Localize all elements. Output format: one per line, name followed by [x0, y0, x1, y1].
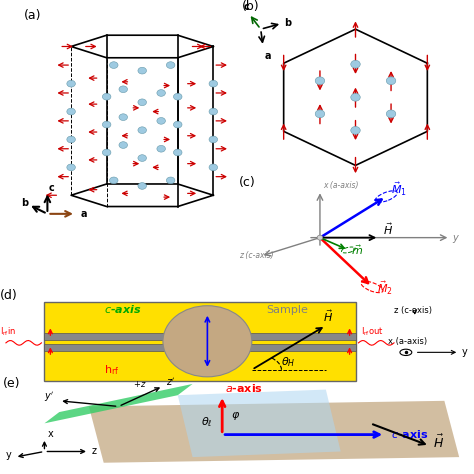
Text: x (a-axis): x (a-axis): [388, 337, 427, 346]
Text: (d): (d): [0, 289, 18, 301]
Text: $\theta_H$: $\theta_H$: [282, 355, 296, 369]
Text: z (c-axis): z (c-axis): [394, 306, 432, 315]
Polygon shape: [178, 390, 341, 457]
Text: $+z$: $+z$: [133, 379, 147, 389]
Circle shape: [119, 114, 128, 120]
Circle shape: [209, 80, 218, 87]
Circle shape: [351, 93, 360, 101]
Circle shape: [67, 80, 75, 87]
Text: I$_{\rm rf}$in: I$_{\rm rf}$in: [0, 326, 16, 338]
Bar: [45, 333, 356, 340]
Text: $c$-axis: $c$-axis: [391, 428, 428, 440]
Circle shape: [351, 127, 360, 134]
Text: x (a-axis): x (a-axis): [323, 182, 359, 191]
Text: $z'$: $z'$: [166, 376, 175, 388]
Circle shape: [173, 121, 182, 128]
Text: $\vec{H}$: $\vec{H}$: [323, 309, 333, 324]
Circle shape: [166, 62, 175, 68]
Text: y: y: [462, 347, 468, 357]
Text: h$_{\rm rf}$: h$_{\rm rf}$: [104, 363, 119, 377]
Text: c: c: [244, 2, 250, 12]
Text: (c): (c): [239, 176, 256, 189]
Circle shape: [386, 77, 396, 85]
Circle shape: [173, 149, 182, 156]
Circle shape: [119, 86, 128, 92]
Text: y: y: [6, 450, 12, 460]
Text: b: b: [21, 198, 28, 208]
Circle shape: [400, 349, 412, 356]
Bar: [45, 302, 356, 381]
Circle shape: [67, 136, 75, 143]
Polygon shape: [89, 401, 459, 463]
Circle shape: [138, 127, 146, 134]
Text: $\vec{M}_2$: $\vec{M}_2$: [377, 279, 392, 297]
Text: (b): (b): [242, 0, 259, 13]
Circle shape: [119, 142, 128, 148]
Circle shape: [209, 164, 218, 171]
Text: (e): (e): [3, 377, 20, 390]
Circle shape: [157, 90, 165, 96]
Circle shape: [138, 99, 146, 106]
Circle shape: [386, 110, 396, 118]
Polygon shape: [45, 384, 192, 423]
Text: x: x: [47, 429, 53, 439]
Circle shape: [209, 136, 218, 143]
Text: $\theta_\ell$: $\theta_\ell$: [201, 416, 213, 429]
Circle shape: [209, 108, 218, 115]
Text: c: c: [48, 183, 55, 193]
Circle shape: [138, 155, 146, 162]
Text: $\vec{m}$: $\vec{m}$: [351, 243, 363, 257]
Circle shape: [317, 235, 323, 240]
Text: $c$-axis: $c$-axis: [104, 303, 141, 315]
Text: b: b: [284, 18, 292, 28]
Circle shape: [315, 110, 325, 118]
Text: $a$-axis: $a$-axis: [225, 382, 263, 394]
Circle shape: [315, 77, 325, 85]
Bar: [45, 344, 356, 351]
Text: a: a: [264, 51, 271, 61]
Circle shape: [67, 108, 75, 115]
Text: $\vec{M}_1$: $\vec{M}_1$: [391, 181, 407, 198]
Circle shape: [102, 93, 111, 100]
Circle shape: [157, 146, 165, 152]
Circle shape: [157, 118, 165, 124]
Circle shape: [109, 177, 118, 184]
Circle shape: [173, 93, 182, 100]
Text: I$_{\rm rf}$out: I$_{\rm rf}$out: [361, 326, 384, 338]
Circle shape: [166, 177, 175, 184]
Circle shape: [102, 149, 111, 156]
Circle shape: [109, 62, 118, 68]
Text: $\varphi$: $\varphi$: [231, 410, 240, 422]
Circle shape: [138, 182, 146, 189]
Text: (a): (a): [24, 9, 41, 22]
Ellipse shape: [163, 306, 252, 377]
Text: $\vec{H}$: $\vec{H}$: [432, 434, 444, 451]
Circle shape: [138, 67, 146, 74]
Circle shape: [351, 60, 360, 68]
Text: Sample: Sample: [266, 305, 309, 315]
Text: a: a: [81, 209, 87, 219]
Text: z (c-axis): z (c-axis): [239, 251, 274, 260]
Circle shape: [67, 164, 75, 171]
Text: $y'$: $y'$: [45, 390, 55, 404]
Text: y: y: [453, 233, 458, 243]
Circle shape: [102, 121, 111, 128]
Text: $\vec{H}$: $\vec{H}$: [383, 221, 393, 237]
Text: z: z: [92, 447, 97, 456]
